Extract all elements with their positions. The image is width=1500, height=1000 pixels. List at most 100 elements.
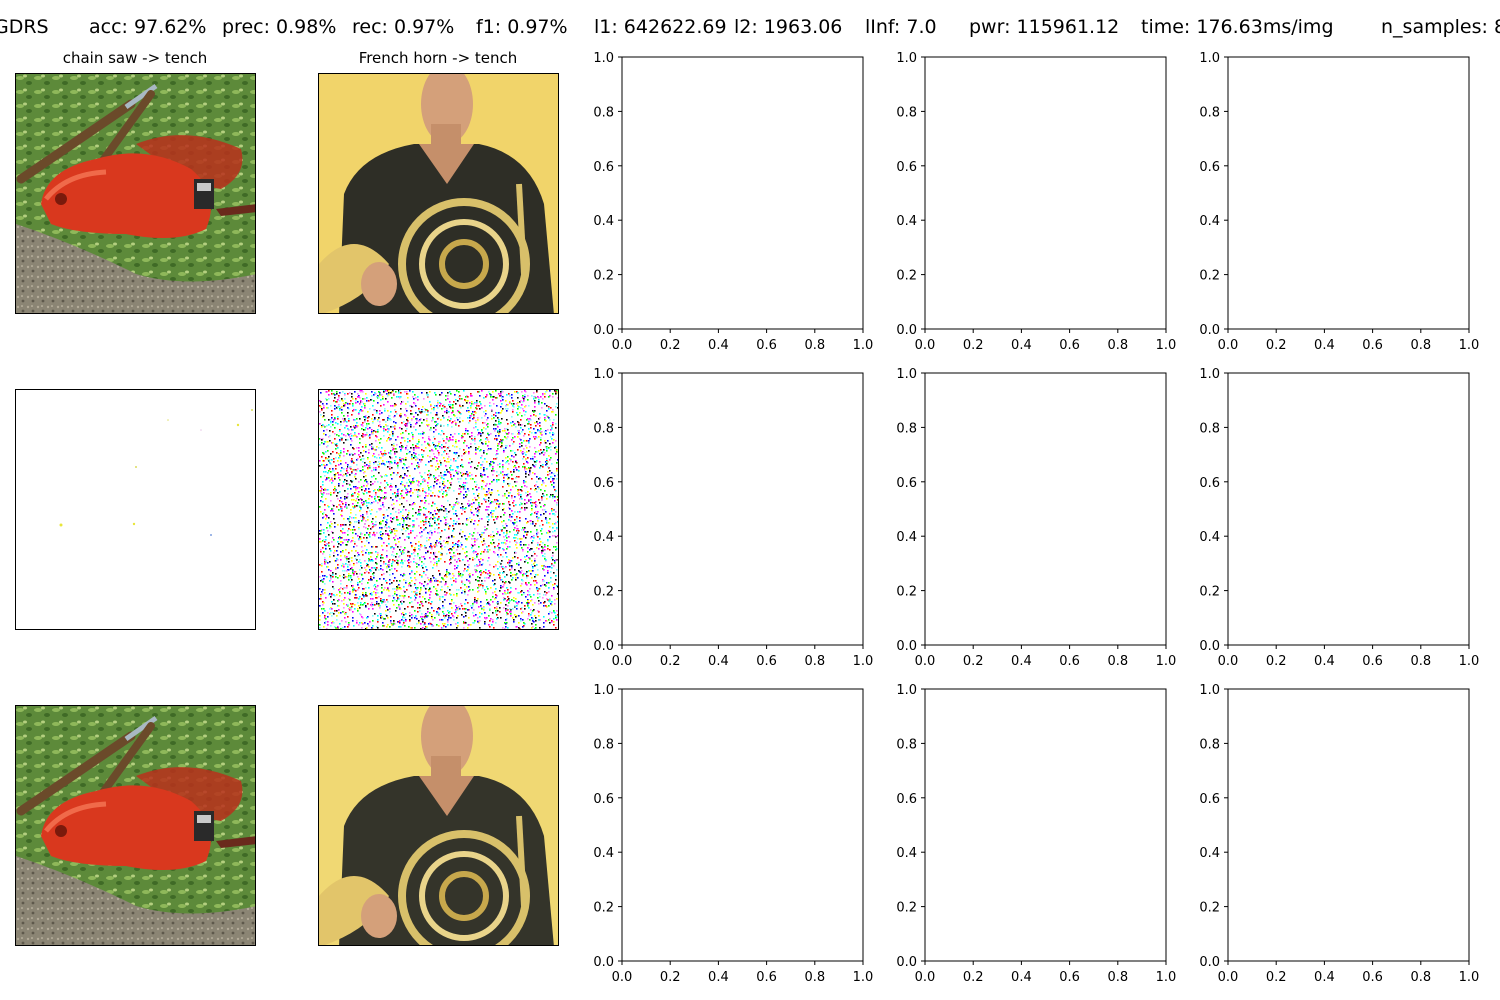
y-tick-label: 1.0 [896, 51, 917, 66]
y-tick-label: 1.0 [896, 683, 917, 698]
x-tick-label: 0.4 [1011, 338, 1032, 353]
y-tick-label: 0.2 [1199, 269, 1220, 284]
axes-frame [1227, 688, 1470, 962]
x-tick-label: 0.8 [1410, 654, 1431, 669]
x-tick-label: 0.2 [963, 654, 984, 669]
rec-metric: rec: 0.97% [352, 16, 455, 38]
y-tick-label: 0.6 [1199, 476, 1220, 491]
y-tick-label: 1.0 [896, 367, 917, 382]
x-tick-label: 0.6 [1059, 970, 1080, 985]
x-tick-label: 1.0 [853, 654, 874, 669]
x-tick-label: 1.0 [1156, 338, 1177, 353]
x-tick-label: 0.6 [1059, 654, 1080, 669]
axes-frame [924, 56, 1167, 330]
x-tick-label: 0.2 [963, 970, 984, 985]
x-tick-label: 1.0 [853, 338, 874, 353]
y-tick-label: 0.6 [1199, 160, 1220, 175]
acc-metric: acc: 97.62% [89, 16, 207, 38]
y-tick-label: 0.6 [896, 160, 917, 175]
y-tick-label: 0.2 [593, 901, 614, 916]
x-tick-label: 0.4 [708, 654, 729, 669]
y-tick-label: 0.4 [593, 214, 614, 229]
y-tick-label: 0.4 [1199, 530, 1220, 545]
x-tick-label: 0.8 [804, 654, 825, 669]
x-tick-label: 1.0 [1156, 654, 1177, 669]
y-tick-label: 0.2 [896, 269, 917, 284]
y-tick-label: 0.6 [593, 792, 614, 807]
y-tick-label: 0.0 [896, 639, 917, 654]
x-tick-label: 0.2 [1266, 970, 1287, 985]
perturbation-chain-saw-image [15, 389, 256, 630]
x-tick-label: 0.4 [1011, 654, 1032, 669]
x-tick-label: 0.4 [708, 970, 729, 985]
x-tick-label: 0.6 [756, 970, 777, 985]
x-tick-label: 0.0 [915, 338, 936, 353]
axes-panel-2: 0.0 0.2 0.4 0.6 0.8 1.0 0.0 0.2 0.4 0.6 0.8 1.0 [896, 51, 1176, 353]
y-tick-label: 0.8 [593, 421, 614, 436]
axes-panel-7: 0.0 0.2 0.4 0.6 0.8 1.0 0.0 0.2 0.4 0.6 0.8 1.0 [593, 683, 873, 985]
x-tick-label: 1.0 [1459, 338, 1480, 353]
y-tick-label: 0.8 [896, 421, 917, 436]
axes-frame [621, 372, 864, 646]
y-tick-label: 0.0 [1199, 955, 1220, 970]
y-tick-label: 0.0 [1199, 639, 1220, 654]
y-tick-label: 0.8 [1199, 421, 1220, 436]
x-tick-label: 0.8 [804, 338, 825, 353]
y-tick-label: 0.4 [593, 846, 614, 861]
y-tick-label: 0.4 [896, 214, 917, 229]
y-tick-label: 0.4 [1199, 846, 1220, 861]
y-tick-label: 0.2 [1199, 585, 1220, 600]
original-chain-saw-image [15, 73, 256, 314]
y-tick-label: 1.0 [1199, 683, 1220, 698]
x-tick-label: 0.2 [1266, 654, 1287, 669]
col2-title: French horn -> tench [358, 49, 518, 67]
axes-panel-5: 0.0 0.2 0.4 0.6 0.8 1.0 0.0 0.2 0.4 0.6 0.8 1.0 [896, 367, 1176, 669]
x-tick-label: 0.8 [1410, 338, 1431, 353]
x-tick-label: 0.2 [660, 338, 681, 353]
axes-frame [621, 56, 864, 330]
y-tick-label: 0.0 [593, 955, 614, 970]
axes-frame [1227, 56, 1470, 330]
y-tick-label: 0.8 [593, 105, 614, 120]
x-tick-label: 1.0 [1459, 970, 1480, 985]
x-tick-label: 0.0 [612, 338, 633, 353]
x-tick-label: 0.6 [1362, 338, 1383, 353]
pwr-metric: pwr: 115961.12 [969, 16, 1120, 38]
x-tick-label: 0.4 [1314, 654, 1335, 669]
adversarial-french-horn-image [318, 705, 559, 946]
y-tick-label: 0.8 [896, 105, 917, 120]
y-tick-label: 0.2 [1199, 901, 1220, 916]
x-tick-label: 0.0 [1218, 654, 1239, 669]
axes-frame [924, 372, 1167, 646]
x-tick-label: 0.6 [1362, 970, 1383, 985]
y-tick-label: 0.4 [896, 530, 917, 545]
y-tick-label: 0.2 [593, 585, 614, 600]
y-tick-label: 0.6 [593, 476, 614, 491]
method-name: GDRS [0, 16, 49, 38]
y-tick-label: 0.8 [1199, 105, 1220, 120]
axes-panel-4: 0.0 0.2 0.4 0.6 0.8 1.0 0.0 0.2 0.4 0.6 0.8 1.0 [593, 367, 873, 669]
x-tick-label: 0.6 [1362, 654, 1383, 669]
x-tick-label: 0.2 [1266, 338, 1287, 353]
axes-panel-8: 0.0 0.2 0.4 0.6 0.8 1.0 0.0 0.2 0.4 0.6 0.8 1.0 [896, 683, 1176, 985]
y-tick-label: 1.0 [593, 51, 614, 66]
y-tick-label: 1.0 [593, 367, 614, 382]
y-tick-label: 0.8 [1199, 737, 1220, 752]
y-tick-label: 0.2 [593, 269, 614, 284]
figure-suptitle: GDRS acc: 97.62% prec: 0.98% rec: 0.97% … [0, 16, 1500, 42]
f1-metric: f1: 0.97% [476, 16, 568, 38]
x-tick-label: 0.8 [1107, 654, 1128, 669]
x-tick-label: 1.0 [1459, 654, 1480, 669]
x-tick-label: 0.0 [1218, 338, 1239, 353]
x-tick-label: 0.4 [1011, 970, 1032, 985]
y-tick-label: 1.0 [593, 683, 614, 698]
y-tick-label: 0.6 [896, 792, 917, 807]
y-tick-label: 0.6 [593, 160, 614, 175]
y-tick-label: 0.2 [896, 585, 917, 600]
x-tick-label: 0.6 [756, 338, 777, 353]
y-tick-label: 0.0 [1199, 323, 1220, 338]
x-tick-label: 0.2 [660, 654, 681, 669]
original-french-horn-image [318, 73, 559, 314]
col1-title: chain saw -> tench [62, 49, 208, 67]
